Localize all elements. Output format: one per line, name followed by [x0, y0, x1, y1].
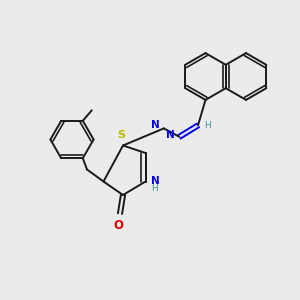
Text: H: H — [151, 184, 158, 193]
Text: N: N — [151, 176, 160, 187]
Text: N: N — [167, 130, 175, 140]
Text: O: O — [113, 219, 124, 232]
Text: N: N — [152, 120, 160, 130]
Text: S: S — [118, 130, 125, 140]
Text: H: H — [205, 121, 211, 130]
